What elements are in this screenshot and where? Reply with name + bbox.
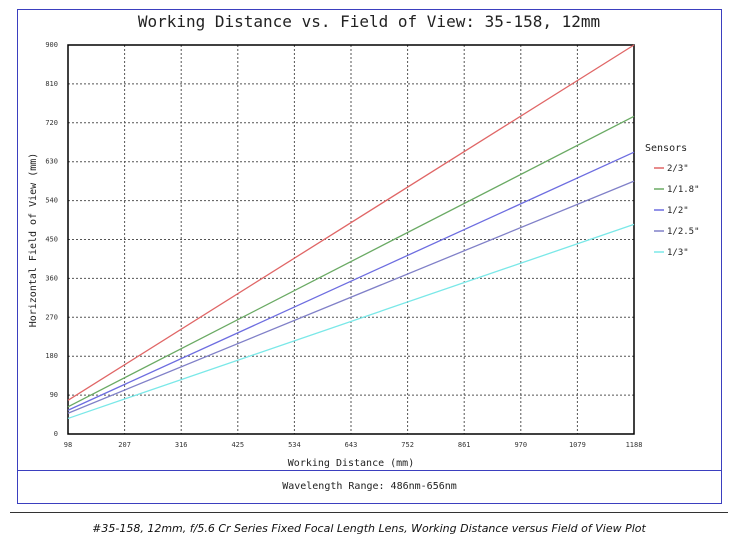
y-tick-label: 540: [45, 197, 58, 205]
y-tick-labels: 0 90 180 270 360 450 540 630 720 810 900: [45, 41, 58, 438]
caption-rule: [10, 512, 728, 513]
legend-label: 1/2.5": [667, 227, 700, 237]
y-tick-label: 270: [45, 313, 58, 321]
grid: [68, 45, 634, 434]
legend-label: 1/2": [667, 206, 689, 216]
x-tick-label: 643: [345, 441, 358, 449]
chart-svg: Working Distance vs. Field of View: 35-1…: [28, 12, 700, 469]
legend: 2/3" 1/1.8" 1/2" 1/2.5" 1/3": [654, 164, 700, 258]
y-tick-label: 810: [45, 80, 58, 88]
y-tick-label: 90: [50, 391, 58, 399]
legend-label: 2/3": [667, 164, 689, 174]
x-tick-label: 1079: [569, 441, 586, 449]
x-tick-label: 425: [231, 441, 244, 449]
chart-frame: [17, 9, 722, 504]
legend-label: 1/3": [667, 248, 689, 258]
x-tick-label: 861: [458, 441, 471, 449]
y-tick-label: 0: [54, 430, 58, 438]
series-line: [67, 180, 635, 414]
series-line: [67, 115, 635, 408]
x-tick-label: 207: [118, 441, 131, 449]
series-line: [67, 44, 635, 401]
x-tick-label: 752: [401, 441, 414, 449]
x-axis-label: Working Distance (mm): [288, 458, 414, 469]
footer-divider: [17, 470, 722, 471]
wavelength-range: Wavelength Range: 486nm-656nm: [282, 481, 457, 492]
legend-label: 1/1.8": [667, 185, 700, 195]
y-tick-label: 360: [45, 274, 58, 282]
x-tick-label: 316: [175, 441, 188, 449]
x-tick-label: 970: [514, 441, 527, 449]
chart-title: Working Distance vs. Field of View: 35-1…: [138, 12, 600, 31]
x-tick-label: 98: [64, 441, 72, 449]
y-tick-label: 180: [45, 352, 58, 360]
series-lines: [67, 44, 635, 420]
y-tick-label: 630: [45, 158, 58, 166]
x-tick-labels: 98 207 316 425 534 643 752 861 970 1079 1188: [64, 441, 643, 449]
series-line: [67, 223, 635, 420]
figure-caption: #35-158, 12mm, f/5.6 Cr Series Fixed Foc…: [92, 522, 646, 535]
plot-area-border: [67, 44, 635, 435]
y-tick-label: 720: [45, 119, 58, 127]
x-tick-label: 534: [288, 441, 301, 449]
series-line: [67, 151, 635, 411]
x-tick-label: 1188: [626, 441, 643, 449]
y-tick-label: 450: [45, 236, 58, 244]
legend-title: Sensors: [645, 143, 687, 154]
y-axis-label: Horizontal Field of View (mm): [28, 153, 39, 328]
y-tick-label: 900: [45, 41, 58, 49]
